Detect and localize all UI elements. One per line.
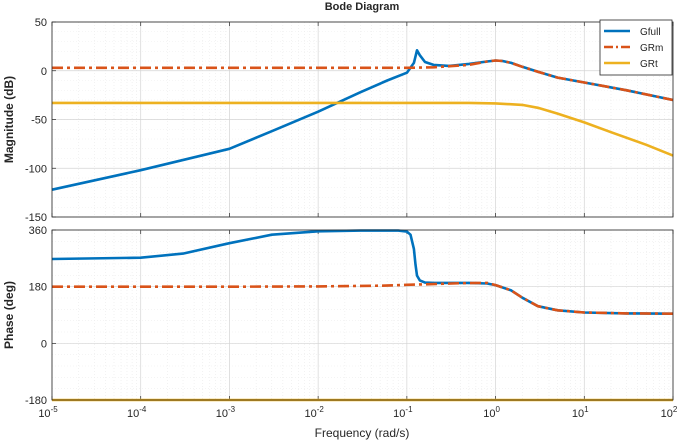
phase-y-tick-label: 180 bbox=[29, 282, 47, 294]
phase-y-tick-label: -180 bbox=[25, 395, 47, 407]
magnitude-series-grt bbox=[52, 101, 674, 157]
phase-minor-grid bbox=[52, 229, 673, 401]
magnitude-y-tick-label: 0 bbox=[41, 66, 47, 78]
magnitude-y-tick-label: -150 bbox=[25, 212, 47, 224]
magnitude-panel: 50 0 -50 -100 -150 Magnitude (dB) bbox=[2, 17, 674, 224]
phase-y-ticks: 360 180 0 -180 bbox=[25, 225, 47, 407]
x-tick-labels: 10-5 10-4 10-3 10-2 10-1 100 101 102 bbox=[38, 405, 678, 420]
phase-axes-background bbox=[52, 230, 673, 400]
x-tick-label: 10-4 bbox=[127, 405, 147, 420]
x-tick-label: 100 bbox=[483, 405, 500, 420]
magnitude-y-tick-label: 50 bbox=[35, 17, 47, 29]
magnitude-minor-grid bbox=[52, 21, 673, 218]
magnitude-series-grm bbox=[52, 59, 674, 102]
magnitude-axes-box bbox=[51, 21, 674, 218]
x-tick-label: 10-1 bbox=[393, 405, 413, 420]
x-tick-label: 10-3 bbox=[216, 405, 236, 420]
legend-label-grm: GRm bbox=[640, 43, 663, 54]
magnitude-y-ticks: 50 0 -50 -100 -150 bbox=[25, 17, 47, 224]
magnitude-ylabel: Magnitude (dB) bbox=[2, 76, 16, 163]
phase-ylabel: Phase (deg) bbox=[2, 281, 16, 349]
legend-label-gfull: Gfull bbox=[640, 27, 661, 38]
magnitude-series bbox=[51, 48, 674, 191]
phase-y-tick-label: 360 bbox=[29, 225, 47, 237]
magnitude-y-tick-label: -50 bbox=[31, 115, 47, 127]
legend-label-grt: GRt bbox=[640, 59, 658, 70]
phase-panel: 360 180 0 -180 Phase (deg) bbox=[2, 225, 674, 407]
phase-y-tick-label: 0 bbox=[41, 338, 47, 350]
x-tick-label: 102 bbox=[661, 405, 678, 420]
x-tick-label: 101 bbox=[572, 405, 589, 420]
x-tick-label: 10-5 bbox=[38, 405, 58, 420]
legend: Gfull GRm GRt bbox=[599, 19, 673, 76]
chart-title: Bode Diagram bbox=[325, 1, 400, 13]
x-tick-label: 10-2 bbox=[304, 405, 324, 420]
magnitude-y-tick-label: -100 bbox=[25, 163, 47, 175]
phase-axes-box bbox=[51, 229, 674, 401]
x-axis-label: Frequency (rad/s) bbox=[315, 426, 410, 440]
